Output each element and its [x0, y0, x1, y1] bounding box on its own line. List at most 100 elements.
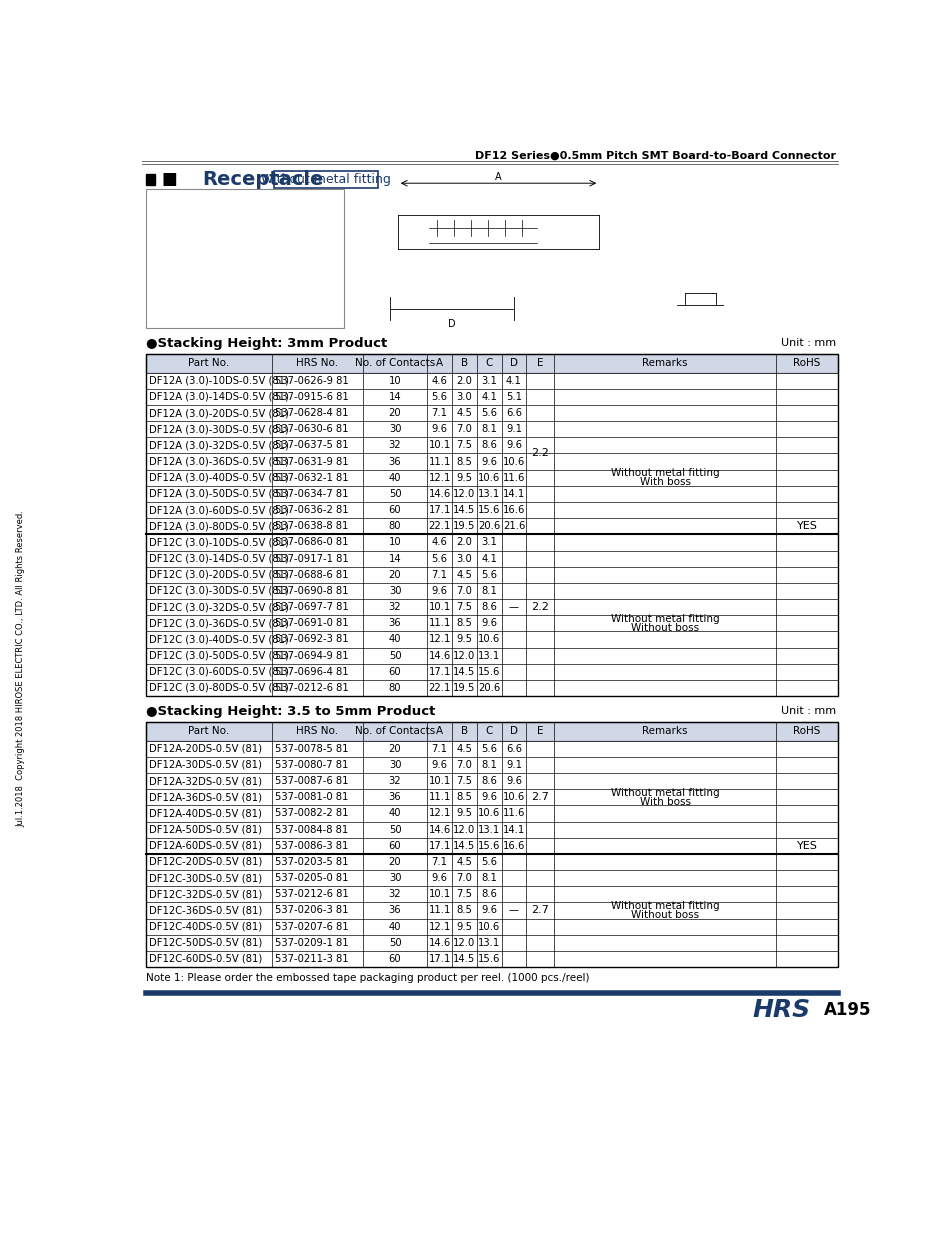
- Text: 32: 32: [389, 441, 401, 451]
- Text: 4.5: 4.5: [456, 857, 472, 867]
- Text: 7.5: 7.5: [456, 889, 472, 899]
- Text: 8.1: 8.1: [482, 760, 497, 770]
- Text: 15.6: 15.6: [478, 841, 501, 851]
- Text: 40: 40: [389, 634, 401, 645]
- Text: 5.6: 5.6: [482, 569, 497, 579]
- Text: ■: ■: [162, 171, 177, 188]
- Text: 9.6: 9.6: [506, 776, 522, 786]
- Text: 14.5: 14.5: [453, 667, 476, 677]
- Text: 32: 32: [389, 776, 401, 786]
- Text: 50: 50: [389, 825, 401, 834]
- Text: Without boss: Without boss: [631, 623, 699, 633]
- Text: 50: 50: [389, 651, 401, 661]
- Text: Unit : mm: Unit : mm: [781, 338, 836, 348]
- Text: DF12A (3.0)-60DS-0.5V (81): DF12A (3.0)-60DS-0.5V (81): [149, 505, 289, 515]
- Text: 17.1: 17.1: [428, 505, 451, 515]
- Text: 537-0205-0 81: 537-0205-0 81: [276, 873, 349, 883]
- Bar: [146, 583, 838, 599]
- Text: YES: YES: [796, 841, 817, 851]
- Text: D: D: [510, 727, 518, 737]
- Text: 537-0637-5 81: 537-0637-5 81: [276, 441, 349, 451]
- Text: A195: A195: [824, 1002, 871, 1019]
- Text: 4.1: 4.1: [482, 553, 497, 563]
- Text: 19.5: 19.5: [453, 521, 476, 531]
- Text: DF12C (3.0)-40DS-0.5V (81): DF12C (3.0)-40DS-0.5V (81): [149, 634, 289, 645]
- Bar: [146, 551, 838, 567]
- Text: 13.1: 13.1: [478, 489, 501, 499]
- Text: RoHS: RoHS: [793, 358, 821, 369]
- Text: 10: 10: [389, 537, 401, 547]
- Text: 4.1: 4.1: [482, 392, 497, 402]
- Text: 537-0690-8 81: 537-0690-8 81: [276, 586, 349, 595]
- Text: 60: 60: [389, 954, 401, 964]
- Text: DF12A (3.0)-36DS-0.5V (81): DF12A (3.0)-36DS-0.5V (81): [149, 457, 289, 467]
- Text: 5.6: 5.6: [482, 409, 497, 418]
- Bar: [146, 599, 838, 615]
- Text: 2.7: 2.7: [531, 792, 549, 802]
- Text: 32: 32: [389, 889, 401, 899]
- Text: 4.6: 4.6: [431, 537, 447, 547]
- Text: 12.1: 12.1: [428, 808, 451, 818]
- Bar: [274, 171, 378, 188]
- Text: Part No.: Part No.: [188, 358, 230, 369]
- Text: 3.0: 3.0: [457, 392, 472, 402]
- Text: 5.6: 5.6: [482, 857, 497, 867]
- Text: 40: 40: [389, 921, 401, 932]
- Text: No. of Contacts: No. of Contacts: [355, 727, 435, 737]
- Bar: [146, 822, 838, 838]
- Text: 537-0626-9 81: 537-0626-9 81: [276, 375, 349, 386]
- Text: Without metal fitting: Without metal fitting: [611, 901, 719, 911]
- Bar: [146, 951, 838, 967]
- Text: A: A: [495, 172, 502, 182]
- Text: Without metal fitting: Without metal fitting: [261, 173, 391, 186]
- Text: 10.6: 10.6: [478, 808, 501, 818]
- Text: 14: 14: [389, 392, 401, 402]
- Text: 3.0: 3.0: [457, 553, 472, 563]
- Text: 2.0: 2.0: [456, 375, 472, 386]
- Text: 20: 20: [389, 569, 401, 579]
- Text: 537-0206-3 81: 537-0206-3 81: [276, 905, 349, 915]
- Text: 7.1: 7.1: [431, 409, 447, 418]
- Text: 537-0691-0 81: 537-0691-0 81: [276, 618, 349, 628]
- Text: 12.1: 12.1: [428, 473, 451, 483]
- Text: 8.1: 8.1: [482, 873, 497, 883]
- Text: DF12C (3.0)-50DS-0.5V (81): DF12C (3.0)-50DS-0.5V (81): [149, 651, 289, 661]
- Bar: [146, 664, 838, 680]
- Text: Without metal fitting: Without metal fitting: [611, 468, 719, 478]
- Text: 537-0087-6 81: 537-0087-6 81: [276, 776, 349, 786]
- Text: 14: 14: [389, 553, 401, 563]
- Text: 30: 30: [389, 425, 401, 435]
- Text: 36: 36: [389, 618, 401, 628]
- Text: DF12C-36DS-0.5V (81): DF12C-36DS-0.5V (81): [149, 905, 262, 915]
- Bar: [146, 469, 838, 485]
- Bar: [146, 935, 838, 951]
- Text: 36: 36: [389, 792, 401, 802]
- Bar: [146, 373, 838, 389]
- Text: 537-0917-1 81: 537-0917-1 81: [276, 553, 349, 563]
- Text: DF12 Series●0.5mm Pitch SMT Board-to-Board Connector: DF12 Series●0.5mm Pitch SMT Board-to-Boa…: [475, 151, 836, 161]
- Bar: [146, 354, 838, 696]
- Text: 537-0632-1 81: 537-0632-1 81: [276, 473, 349, 483]
- Text: DF12A (3.0)-32DS-0.5V (81): DF12A (3.0)-32DS-0.5V (81): [149, 441, 289, 451]
- Text: 60: 60: [389, 841, 401, 851]
- Text: 60: 60: [389, 505, 401, 515]
- Text: 12.1: 12.1: [428, 921, 451, 932]
- Bar: [146, 680, 838, 696]
- Text: 8.6: 8.6: [482, 441, 497, 451]
- Text: DF12C-60DS-0.5V (81): DF12C-60DS-0.5V (81): [149, 954, 262, 964]
- Text: 17.1: 17.1: [428, 841, 451, 851]
- Text: 5.6: 5.6: [482, 744, 497, 754]
- Text: 7.1: 7.1: [431, 857, 447, 867]
- Bar: [146, 567, 838, 583]
- Bar: [146, 354, 838, 373]
- Text: 537-0631-9 81: 537-0631-9 81: [276, 457, 349, 467]
- Text: DF12A-40DS-0.5V (81): DF12A-40DS-0.5V (81): [149, 808, 262, 818]
- Text: Part No.: Part No.: [188, 727, 230, 737]
- Text: 16.6: 16.6: [503, 505, 525, 515]
- Text: 537-0692-3 81: 537-0692-3 81: [276, 634, 349, 645]
- Text: DF12C-30DS-0.5V (81): DF12C-30DS-0.5V (81): [149, 873, 262, 883]
- Text: 537-0084-8 81: 537-0084-8 81: [276, 825, 349, 834]
- Text: With boss: With boss: [639, 478, 691, 488]
- Text: 537-0630-6 81: 537-0630-6 81: [276, 425, 349, 435]
- Text: 537-0686-0 81: 537-0686-0 81: [276, 537, 349, 547]
